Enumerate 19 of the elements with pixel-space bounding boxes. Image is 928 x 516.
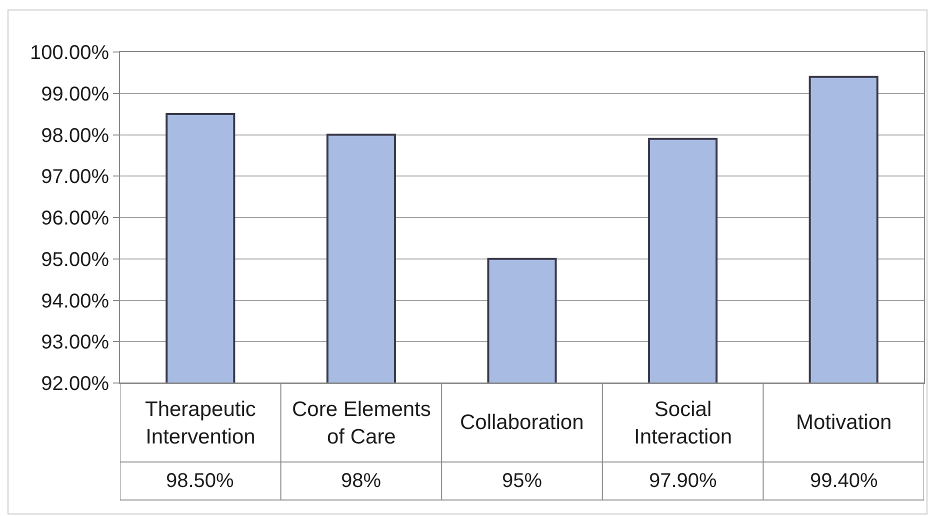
y-tick-label: 97.00%	[41, 166, 110, 188]
y-tick-label: 92.00%	[41, 373, 110, 395]
y-tick-label: 96.00%	[41, 208, 110, 230]
y-tick-label: 99.00%	[41, 83, 110, 106]
x-tick-label: Core Elements of Care	[292, 398, 431, 448]
x-tick-label: Motivation	[796, 411, 892, 434]
data-label: 95%	[502, 470, 542, 492]
data-label: 98%	[341, 470, 382, 492]
y-tick-label: 98.00%	[41, 124, 110, 147]
y-tick-label: 95.00%	[41, 248, 110, 271]
data-label: 99.40%	[810, 470, 878, 492]
x-tick-label: Social Interaction	[634, 398, 732, 448]
y-tick-label: 94.00%	[41, 290, 110, 312]
y-tick-label: 93.00%	[41, 332, 110, 354]
data-label: 98.50%	[166, 470, 234, 492]
x-tick-label: Collaboration	[460, 411, 584, 434]
x-tick-label: Therapeutic Intervention	[145, 398, 256, 448]
data-label: 97.90%	[649, 470, 718, 492]
y-tick-label: 100.00%	[30, 42, 110, 64]
